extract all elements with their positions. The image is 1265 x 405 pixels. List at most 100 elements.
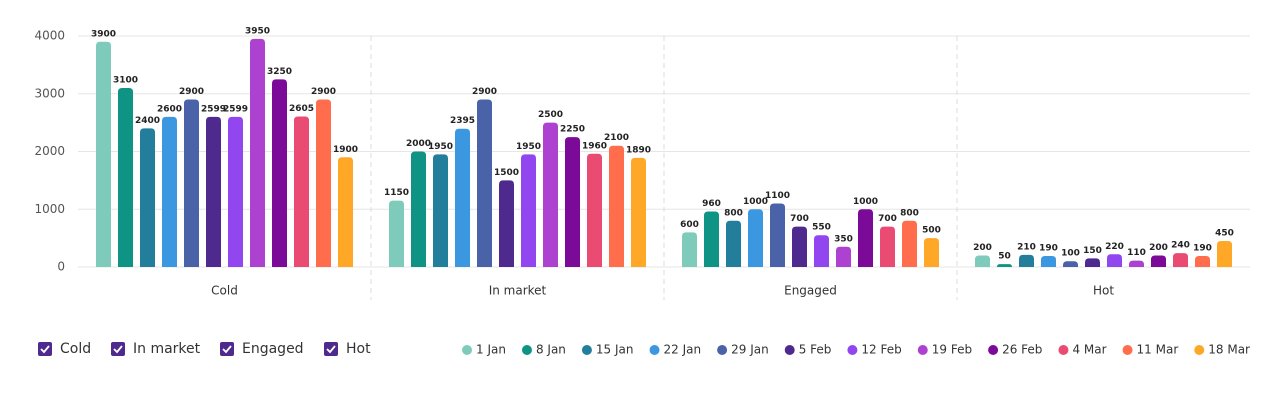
value-label: 220 [1105, 242, 1124, 252]
bar [1107, 254, 1122, 267]
value-label: 2400 [135, 116, 160, 126]
bar [1041, 256, 1056, 267]
value-label: 3100 [113, 75, 138, 85]
bar [975, 255, 990, 267]
value-label: 1500 [494, 168, 519, 178]
legend-label: 1 Jan [476, 343, 506, 357]
legend-marker [581, 345, 592, 355]
bar [1129, 260, 1144, 267]
value-label: 2599 [201, 104, 226, 114]
legend-marker [1122, 345, 1133, 355]
legend-marker [462, 345, 473, 355]
bar [631, 157, 646, 267]
value-label: 110 [1127, 248, 1146, 258]
bar [521, 154, 536, 267]
bar [1217, 241, 1232, 267]
x-tick-label: Cold [211, 284, 238, 298]
legend-label: 12 Feb [861, 343, 901, 357]
legend-label: 4 Mar [1072, 343, 1106, 357]
value-label: 1960 [582, 141, 607, 151]
bar [140, 128, 155, 267]
value-label: 200 [973, 243, 992, 253]
bar [294, 116, 309, 267]
bar [118, 87, 133, 267]
checkbox-box[interactable] [220, 342, 234, 356]
bar [1063, 261, 1078, 267]
value-label: 2600 [157, 104, 182, 114]
y-tick-label: 4000 [34, 29, 65, 43]
bar [411, 151, 426, 267]
bar [858, 209, 873, 267]
x-tick-label: Hot [1093, 284, 1114, 298]
legend-marker [1194, 345, 1205, 355]
value-label: 350 [834, 234, 853, 244]
bar [726, 220, 741, 267]
checkbox-box[interactable] [324, 342, 338, 356]
bar [433, 154, 448, 267]
bar [792, 226, 807, 267]
value-label: 190 [1193, 244, 1212, 254]
value-label: 2599 [223, 104, 248, 114]
value-label: 550 [812, 223, 831, 233]
bar [316, 99, 331, 268]
legend-marker [784, 345, 795, 355]
category-checkbox[interactable]: Engaged [220, 341, 304, 357]
value-label: 2500 [538, 110, 563, 120]
category-checkbox[interactable]: In market [111, 341, 200, 357]
bar [1173, 253, 1188, 267]
bar [499, 180, 514, 267]
bar [704, 211, 719, 267]
bar [250, 38, 265, 268]
bar [565, 137, 580, 267]
bar [1151, 255, 1166, 267]
bar [228, 116, 243, 268]
bar [902, 220, 917, 267]
x-tick-label: In market [489, 284, 547, 298]
bar [338, 157, 353, 267]
value-label: 700 [790, 214, 809, 224]
value-label: 800 [724, 208, 743, 218]
bar [587, 153, 602, 267]
bar [477, 99, 492, 268]
value-label: 210 [1017, 242, 1036, 252]
category-checkbox[interactable]: Cold [38, 341, 91, 357]
checkbox-box[interactable] [38, 342, 52, 356]
legend-label: 5 Feb [799, 343, 832, 357]
value-label: 2900 [472, 87, 497, 97]
check-icon [113, 345, 123, 354]
x-tick-label: Engaged [784, 284, 837, 298]
checkbox-label: Hot [346, 341, 371, 357]
value-label: 700 [878, 214, 897, 224]
bar [814, 235, 829, 267]
legend-marker [917, 345, 928, 355]
y-tick-label: 3000 [34, 86, 65, 100]
bar [924, 238, 939, 267]
value-label: 1900 [333, 145, 358, 155]
bar [880, 226, 895, 267]
value-label: 1000 [743, 197, 768, 207]
legend-marker [649, 345, 660, 355]
legend-label: 29 Jan [731, 343, 769, 357]
value-label: 1950 [516, 142, 541, 152]
value-label: 450 [1215, 229, 1234, 239]
value-label: 150 [1083, 246, 1102, 256]
check-icon [326, 345, 336, 354]
legend-marker [847, 345, 858, 355]
bar [997, 264, 1012, 267]
legend-label: 26 Feb [1002, 343, 1042, 357]
value-label: 2250 [560, 125, 585, 135]
value-label: 600 [680, 220, 699, 230]
bar [455, 128, 470, 267]
category-checkbox[interactable]: Hot [324, 341, 371, 357]
value-label: 1950 [428, 142, 453, 152]
value-label: 1890 [626, 145, 651, 155]
bar [770, 203, 785, 267]
value-label: 3950 [245, 26, 270, 36]
value-label: 2900 [311, 87, 336, 97]
value-label: 2000 [406, 139, 431, 149]
bar [162, 116, 177, 267]
checkbox-box[interactable] [111, 342, 125, 356]
value-label: 2100 [604, 133, 629, 143]
value-label: 240 [1171, 241, 1190, 251]
